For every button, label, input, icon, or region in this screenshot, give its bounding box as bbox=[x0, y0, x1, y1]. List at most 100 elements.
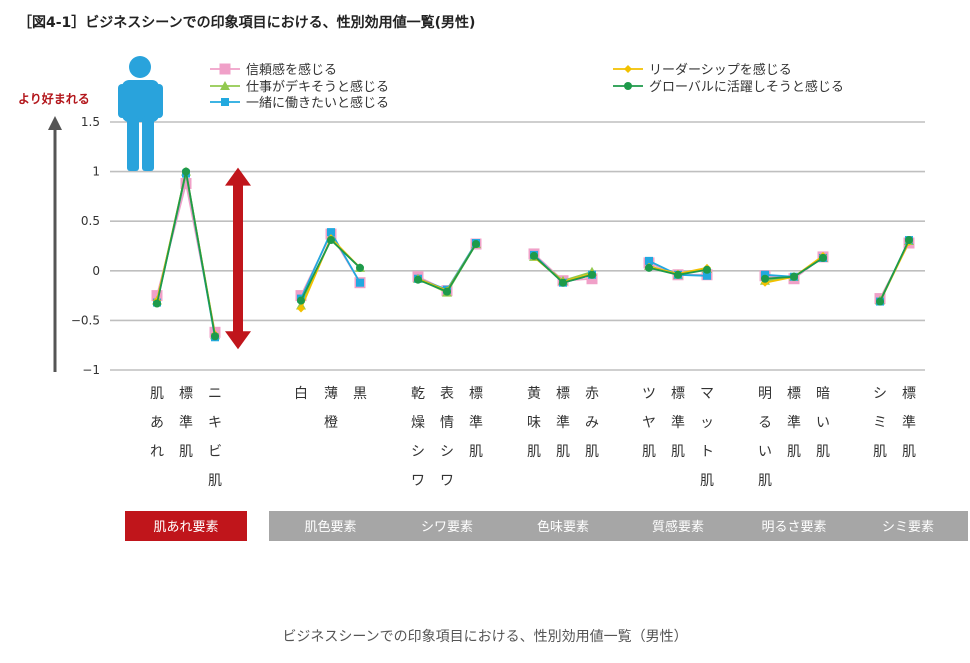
legend-marker bbox=[624, 65, 632, 73]
series-line bbox=[156, 173, 216, 338]
data-point bbox=[588, 270, 596, 279]
group-box: 肌あれ要素 bbox=[125, 511, 247, 541]
data-point bbox=[356, 278, 364, 287]
y-tick-label: 0 bbox=[92, 264, 100, 278]
category-label: 赤み肌 bbox=[585, 386, 599, 460]
data-point bbox=[327, 228, 335, 237]
data-point bbox=[645, 256, 653, 265]
series-line bbox=[156, 171, 216, 336]
group-label: シミ要素 bbox=[882, 520, 934, 535]
axis-layer bbox=[48, 116, 62, 372]
grid-layer: 1.5 1 0.5 0 −0.5 −1 bbox=[71, 115, 925, 377]
group-label: シワ要素 bbox=[421, 520, 473, 535]
category-label: ニキビ肌 bbox=[208, 386, 222, 489]
category-labels: 肌あれ 標準肌 ニキビ肌 白 薄橙黒 乾燥シワ 表情シワ 標準肌 黄味肌 標準肌 赤み肌 ツヤ肌 標準肌… bbox=[150, 385, 916, 489]
category-label: 黒 bbox=[353, 386, 367, 402]
series-line bbox=[300, 237, 361, 306]
figure-title: ［図4-1］ビジネスシーンでの印象項目における、性別効用値一覧(男性) bbox=[18, 15, 476, 31]
legend-label: グローバルに活躍しそうと感じる bbox=[649, 79, 844, 95]
data-point bbox=[472, 240, 480, 249]
legend-item: 仕事がデキそうと感じる bbox=[210, 79, 389, 95]
figure-caption: ビジネスシーンでの印象項目における、性別効用値一覧（男性） bbox=[282, 629, 688, 645]
group-box: 明るさ要素 bbox=[733, 511, 855, 541]
legend-label: 信頼感を感じる bbox=[246, 62, 337, 78]
data-point bbox=[530, 251, 538, 260]
group-label: 質感要素 bbox=[652, 519, 704, 535]
category-label: 肌あれ bbox=[150, 386, 164, 460]
y-tick-label: 0.5 bbox=[81, 214, 100, 228]
data-point bbox=[443, 287, 451, 296]
legend-marker bbox=[220, 81, 230, 90]
legend-item: 一緒に働きたいと感じる bbox=[210, 95, 389, 111]
group-box: シミ要素 bbox=[848, 511, 968, 541]
data-point bbox=[761, 274, 769, 283]
legend-label: 仕事がデキそうと感じる bbox=[246, 79, 389, 95]
data-point bbox=[790, 272, 798, 281]
series-line bbox=[879, 239, 910, 302]
legend-item: 信頼感を感じる bbox=[210, 62, 337, 78]
y-arrow-label: より好まれる bbox=[18, 92, 90, 106]
data-point bbox=[182, 167, 190, 176]
group-label: 肌あれ要素 bbox=[153, 520, 218, 535]
data-point bbox=[645, 263, 653, 272]
group-box: シワ要素 bbox=[386, 511, 508, 541]
y-direction-arrow-head bbox=[48, 116, 62, 130]
category-label: 明るい肌 bbox=[758, 386, 772, 489]
category-label: 乾燥シワ bbox=[411, 386, 425, 489]
group-box: 質感要素 bbox=[617, 511, 739, 541]
group-box: 色味要素 bbox=[502, 511, 624, 541]
category-label: 標準肌 bbox=[469, 386, 483, 460]
data-point bbox=[211, 332, 219, 341]
category-label: 標準肌 bbox=[179, 386, 193, 460]
category-label: 薄橙 bbox=[324, 386, 338, 431]
category-label: 黄味肌 bbox=[527, 385, 541, 460]
group-boxes: 肌あれ要素 肌色要素 シワ要素 色味要素 質感要素 明るさ要素 シミ要素 bbox=[125, 511, 968, 541]
series-line bbox=[156, 171, 216, 337]
category-label: マット肌 bbox=[700, 386, 714, 489]
series-line bbox=[417, 243, 477, 293]
data-point bbox=[905, 236, 913, 245]
data-point bbox=[327, 236, 335, 245]
data-point bbox=[703, 271, 711, 280]
legend-item: グローバルに活躍しそうと感じる bbox=[613, 79, 844, 95]
series-5 bbox=[153, 167, 913, 341]
category-label: シミ肌 bbox=[873, 386, 887, 460]
legend-marker bbox=[219, 63, 231, 75]
legend-label: リーダーシップを感じる bbox=[649, 62, 792, 78]
data-point bbox=[703, 265, 711, 274]
legend-label: 一緒に働きたいと感じる bbox=[246, 95, 389, 111]
person-icon bbox=[118, 56, 163, 171]
data-point bbox=[153, 299, 161, 308]
double-arrow bbox=[225, 167, 251, 350]
category-label: 標準肌 bbox=[902, 386, 916, 460]
group-label: 肌色要素 bbox=[304, 519, 356, 535]
category-label: 暗い肌 bbox=[816, 386, 830, 460]
decoration-layer bbox=[118, 56, 251, 350]
legend-marker bbox=[624, 82, 632, 90]
data-point bbox=[559, 278, 567, 287]
y-tick-label: 1.5 bbox=[81, 115, 100, 129]
data-point bbox=[819, 253, 827, 262]
y-tick-label: −1 bbox=[82, 363, 100, 377]
y-tick-label: −0.5 bbox=[71, 313, 100, 327]
data-point bbox=[414, 275, 422, 284]
category-label: 標準肌 bbox=[671, 386, 685, 460]
legend-item: リーダーシップを感じる bbox=[613, 62, 792, 78]
category-label: 表情シワ bbox=[440, 386, 454, 489]
line-chart: 1.5 1 0.5 0 −0.5 −1 信頼感を感じる仕事がデキそうと感じる一緒に働きたい… bbox=[48, 56, 968, 541]
group-box: 肌色要素 bbox=[269, 511, 392, 541]
group-label: 色味要素 bbox=[537, 519, 589, 535]
category-label: 標準肌 bbox=[787, 386, 801, 460]
data-point bbox=[674, 270, 682, 279]
category-label: ツヤ肌 bbox=[642, 386, 656, 460]
data-point bbox=[356, 263, 364, 272]
data-point bbox=[297, 304, 305, 313]
data-point bbox=[297, 296, 305, 305]
series-layer bbox=[151, 166, 915, 342]
y-tick-label: 1 bbox=[92, 165, 100, 179]
group-label: 明るさ要素 bbox=[761, 520, 826, 535]
series-line bbox=[156, 172, 216, 335]
data-point bbox=[180, 178, 192, 190]
data-point bbox=[876, 297, 884, 306]
